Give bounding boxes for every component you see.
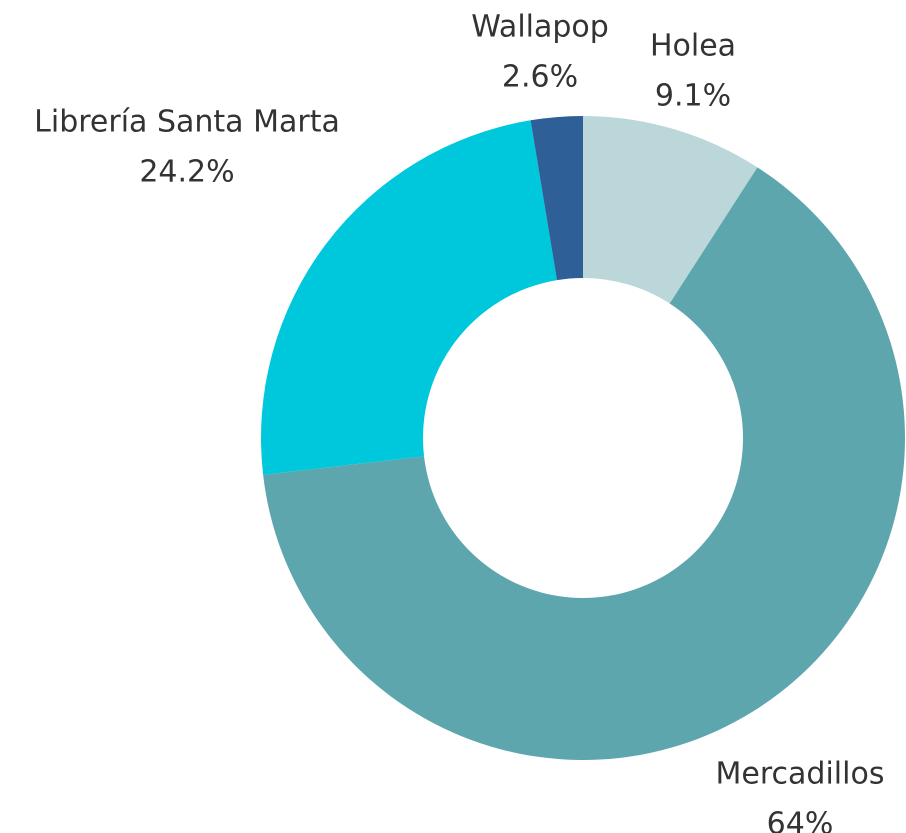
donut-slice: [261, 120, 557, 475]
slice-label: Wallapop: [471, 10, 609, 45]
donut-slice: [530, 116, 583, 281]
slice-value-label: 2.6%: [502, 60, 578, 95]
donut-slice: [263, 167, 905, 761]
slice-value-label: 9.1%: [655, 79, 731, 114]
slice-value-label: 64%: [767, 807, 834, 833]
slice-label: Holea: [650, 29, 736, 64]
donut-slice: [583, 116, 758, 304]
slice-label: Librería Santa Marta: [34, 105, 340, 140]
slice-label: Mercadillos: [716, 757, 885, 792]
slice-value-label: 24.2%: [139, 155, 234, 190]
